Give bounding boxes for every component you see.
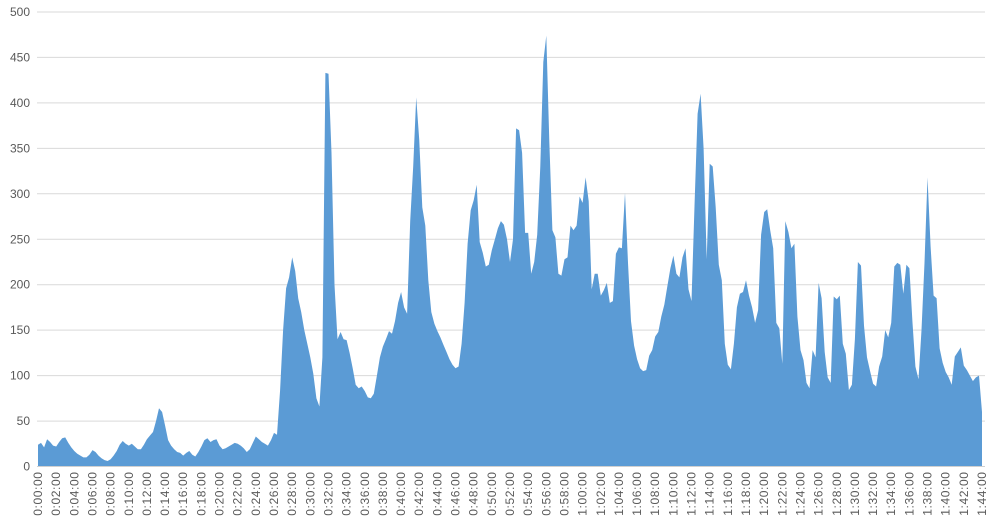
- x-axis-label: 0:04:00: [67, 472, 81, 516]
- x-axis-label: 0:38:00: [376, 472, 390, 516]
- x-axis-label: 0:34:00: [340, 472, 354, 516]
- x-axis-label: 1:44:00: [975, 472, 989, 516]
- x-axis-label: 0:32:00: [322, 472, 336, 516]
- x-axis-label: 1:24:00: [794, 472, 808, 516]
- y-axis-labels: 0 50 100 150 200 250 300 350 400 450 500: [10, 5, 30, 474]
- y-axis-label: 0: [23, 460, 30, 474]
- x-axis-label: 1:40:00: [939, 472, 953, 516]
- x-axis-label: 1:18:00: [739, 472, 753, 516]
- y-axis-label: 400: [10, 96, 30, 110]
- x-axis-label: 1:14:00: [703, 472, 717, 516]
- x-axis-label: 1:32:00: [866, 472, 880, 516]
- y-axis-label: 350: [10, 141, 30, 155]
- x-axis-label: 0:16:00: [176, 472, 190, 516]
- y-axis-label: 150: [10, 323, 30, 337]
- x-axis-label: 0:06:00: [86, 472, 100, 516]
- x-axis-label: 0:26:00: [267, 472, 281, 516]
- x-axis-label: 1:16:00: [721, 472, 735, 516]
- x-axis-label: 0:56:00: [539, 472, 553, 516]
- x-axis-label: 0:20:00: [213, 472, 227, 516]
- y-axis-label: 200: [10, 278, 30, 292]
- x-axis-label: 0:36:00: [358, 472, 372, 516]
- area-series: [38, 35, 982, 467]
- y-axis-label: 500: [10, 5, 30, 19]
- x-axis-label: 1:38:00: [921, 472, 935, 516]
- x-axis-label: 1:00:00: [576, 472, 590, 516]
- x-axis-label: 1:06:00: [630, 472, 644, 516]
- x-axis-label: 1:02:00: [594, 472, 608, 516]
- y-axis-label: 450: [10, 50, 30, 64]
- x-axis-labels: 0:00:00 0:02:00 0:04:00 0:06:00 0:08:00 0:10:…: [31, 472, 989, 516]
- x-axis-label: 1:20:00: [757, 472, 771, 516]
- x-axis-label: 0:48:00: [467, 472, 481, 516]
- x-axis-label: 1:30:00: [848, 472, 862, 516]
- gridlines: [37, 11, 985, 422]
- x-axis-label: 0:10:00: [122, 472, 136, 516]
- x-axis-label: 1:26:00: [812, 472, 826, 516]
- x-axis-label: 0:30:00: [303, 472, 317, 516]
- x-axis-label: 0:08:00: [104, 472, 118, 516]
- x-axis-label: 1:22:00: [775, 472, 789, 516]
- x-axis-label: 0:46:00: [449, 472, 463, 516]
- x-axis-label: 0:02:00: [49, 472, 63, 516]
- x-axis-label: 1:28:00: [830, 472, 844, 516]
- x-axis-label: 0:18:00: [194, 472, 208, 516]
- x-axis-label: 0:14:00: [158, 472, 172, 516]
- x-axis-label: 0:00:00: [31, 472, 45, 516]
- y-axis-label: 300: [10, 187, 30, 201]
- x-axis-label: 0:52:00: [503, 472, 517, 516]
- x-axis-label: 1:42:00: [957, 472, 971, 516]
- x-axis-label: 0:50:00: [485, 472, 499, 516]
- x-axis-label: 0:12:00: [140, 472, 154, 516]
- y-axis-label: 50: [17, 414, 31, 428]
- x-axis-label: 0:54:00: [521, 472, 535, 516]
- x-axis-label: 0:40:00: [394, 472, 408, 516]
- x-axis-label: 0:58:00: [558, 472, 572, 516]
- x-axis-label: 0:24:00: [249, 472, 263, 516]
- x-axis-label: 1:10:00: [666, 472, 680, 516]
- y-axis-label: 100: [10, 369, 30, 383]
- x-axis-label: 0:44:00: [430, 472, 444, 516]
- x-axis-label: 1:04:00: [612, 472, 626, 516]
- x-axis-label: 0:42:00: [412, 472, 426, 516]
- x-axis-label: 1:08:00: [648, 472, 662, 516]
- x-axis-label: 0:22:00: [231, 472, 245, 516]
- x-axis-label: 0:28:00: [285, 472, 299, 516]
- x-axis-label: 1:36:00: [902, 472, 916, 516]
- x-axis-label: 1:12:00: [685, 472, 699, 516]
- x-axis-label: 1:34:00: [884, 472, 898, 516]
- y-axis-label: 250: [10, 232, 30, 246]
